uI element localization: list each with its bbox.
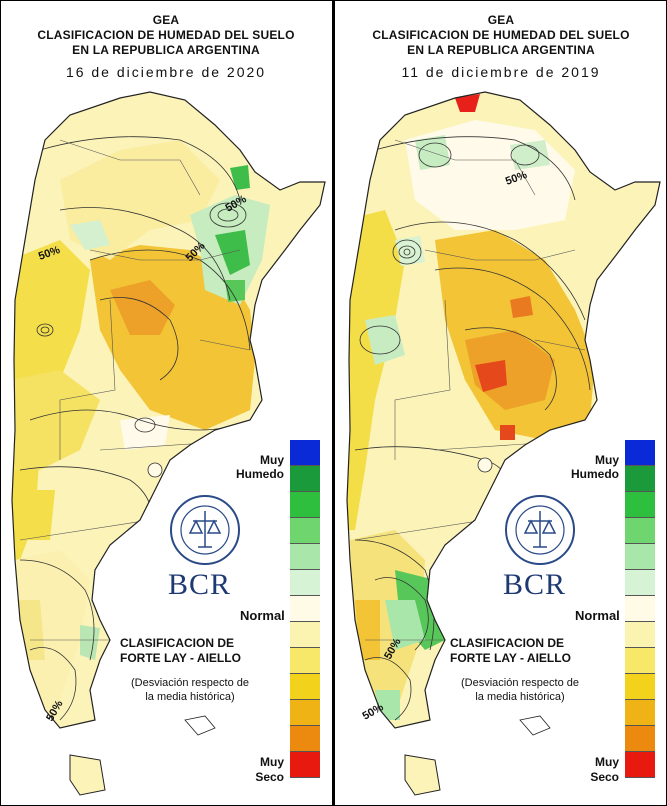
legend-swatch bbox=[290, 544, 320, 570]
legend-bottom-label-1: Muy bbox=[260, 755, 284, 769]
legend-swatch bbox=[290, 648, 320, 674]
tierra-del-fuego bbox=[69, 754, 106, 796]
legend-swatch bbox=[625, 440, 655, 466]
legend-swatch bbox=[290, 440, 320, 466]
map-title-line1: CLASIFICACION DE HUMEDAD DEL SUELO bbox=[372, 28, 630, 42]
org-title: GEA bbox=[487, 13, 515, 27]
legend-bottom-label-2: Seco bbox=[255, 770, 284, 784]
map-date: 16 de diciembre de 2020 bbox=[65, 64, 267, 80]
classification-line2: FORTE LAY - AIELLO bbox=[120, 651, 241, 665]
legend-swatch bbox=[625, 700, 655, 726]
map-date: 11 de diciembre de 2019 bbox=[401, 64, 601, 80]
islas-malvinas bbox=[184, 715, 216, 736]
legend-swatch bbox=[290, 726, 320, 752]
classification-line1: CLASIFICACION DE bbox=[120, 636, 234, 650]
map-title-line2: EN LA REPUBLICA ARGENTINA bbox=[72, 43, 260, 57]
legend-swatch bbox=[625, 726, 655, 752]
description-line2: la media histórica) bbox=[475, 691, 565, 703]
legend-swatch bbox=[290, 674, 320, 700]
map-panel-2019: GEA CLASIFICACION DE HUMEDAD DEL SUELO E… bbox=[335, 0, 667, 806]
legend-bottom-label-2: Seco bbox=[590, 770, 619, 784]
map-title-line1: CLASIFICACION DE HUMEDAD DEL SUELO bbox=[37, 28, 295, 42]
legend-swatch bbox=[625, 466, 655, 492]
legend-swatch bbox=[625, 674, 655, 700]
argentina-soil-moisture-map: 50% 50% 50% bbox=[346, 91, 661, 796]
legend-swatch bbox=[625, 596, 655, 622]
description-line1: (Desviación respecto de bbox=[130, 677, 249, 689]
classification-line1: CLASIFICACION DE bbox=[450, 636, 564, 650]
legend-color-scale bbox=[290, 440, 320, 778]
panel-divider bbox=[332, 0, 335, 806]
legend-top-label-1: Muy bbox=[595, 453, 619, 467]
legend-top-label-1: Muy bbox=[260, 453, 284, 467]
brand-logo: BCR bbox=[168, 568, 232, 601]
legend-swatch bbox=[290, 700, 320, 726]
map-panel-2020: GEA CLASIFICACION DE HUMEDAD DEL SUELO E… bbox=[0, 0, 332, 806]
legend-bottom-label-1: Muy bbox=[595, 755, 619, 769]
legend-swatch bbox=[290, 492, 320, 518]
org-title: GEA bbox=[152, 13, 180, 27]
legend-swatch bbox=[625, 648, 655, 674]
legend-swatch bbox=[625, 622, 655, 648]
legend-color-scale bbox=[625, 440, 655, 778]
classification-line2: FORTE LAY - AIELLO bbox=[450, 651, 571, 665]
legend-swatch bbox=[625, 752, 655, 778]
description-line2: la media histórica) bbox=[145, 691, 235, 703]
legend-normal-label: Normal bbox=[575, 608, 620, 623]
legend-swatch bbox=[290, 622, 320, 648]
bcr-seal bbox=[505, 495, 575, 565]
legend-swatch bbox=[625, 492, 655, 518]
description-line1: (Desviación respecto de bbox=[460, 677, 579, 689]
bcr-seal bbox=[170, 495, 240, 565]
islas-malvinas bbox=[519, 715, 551, 736]
legend-swatch bbox=[290, 518, 320, 544]
argentina-soil-moisture-map: 50% 50% 50% 50% bbox=[11, 91, 326, 796]
legend-top-label-2: Humedo bbox=[571, 467, 619, 481]
legend-swatch bbox=[290, 570, 320, 596]
legend-normal-label: Normal bbox=[240, 608, 285, 623]
legend-swatch bbox=[290, 466, 320, 492]
legend-swatch bbox=[290, 596, 320, 622]
legend-swatch bbox=[625, 518, 655, 544]
legend-swatch bbox=[625, 570, 655, 596]
brand-logo: BCR bbox=[503, 568, 567, 601]
tierra-del-fuego bbox=[404, 754, 441, 796]
map-title-line2: EN LA REPUBLICA ARGENTINA bbox=[407, 43, 595, 57]
legend-swatch bbox=[290, 752, 320, 778]
legend-top-label-2: Humedo bbox=[236, 467, 284, 481]
legend-swatch bbox=[625, 544, 655, 570]
